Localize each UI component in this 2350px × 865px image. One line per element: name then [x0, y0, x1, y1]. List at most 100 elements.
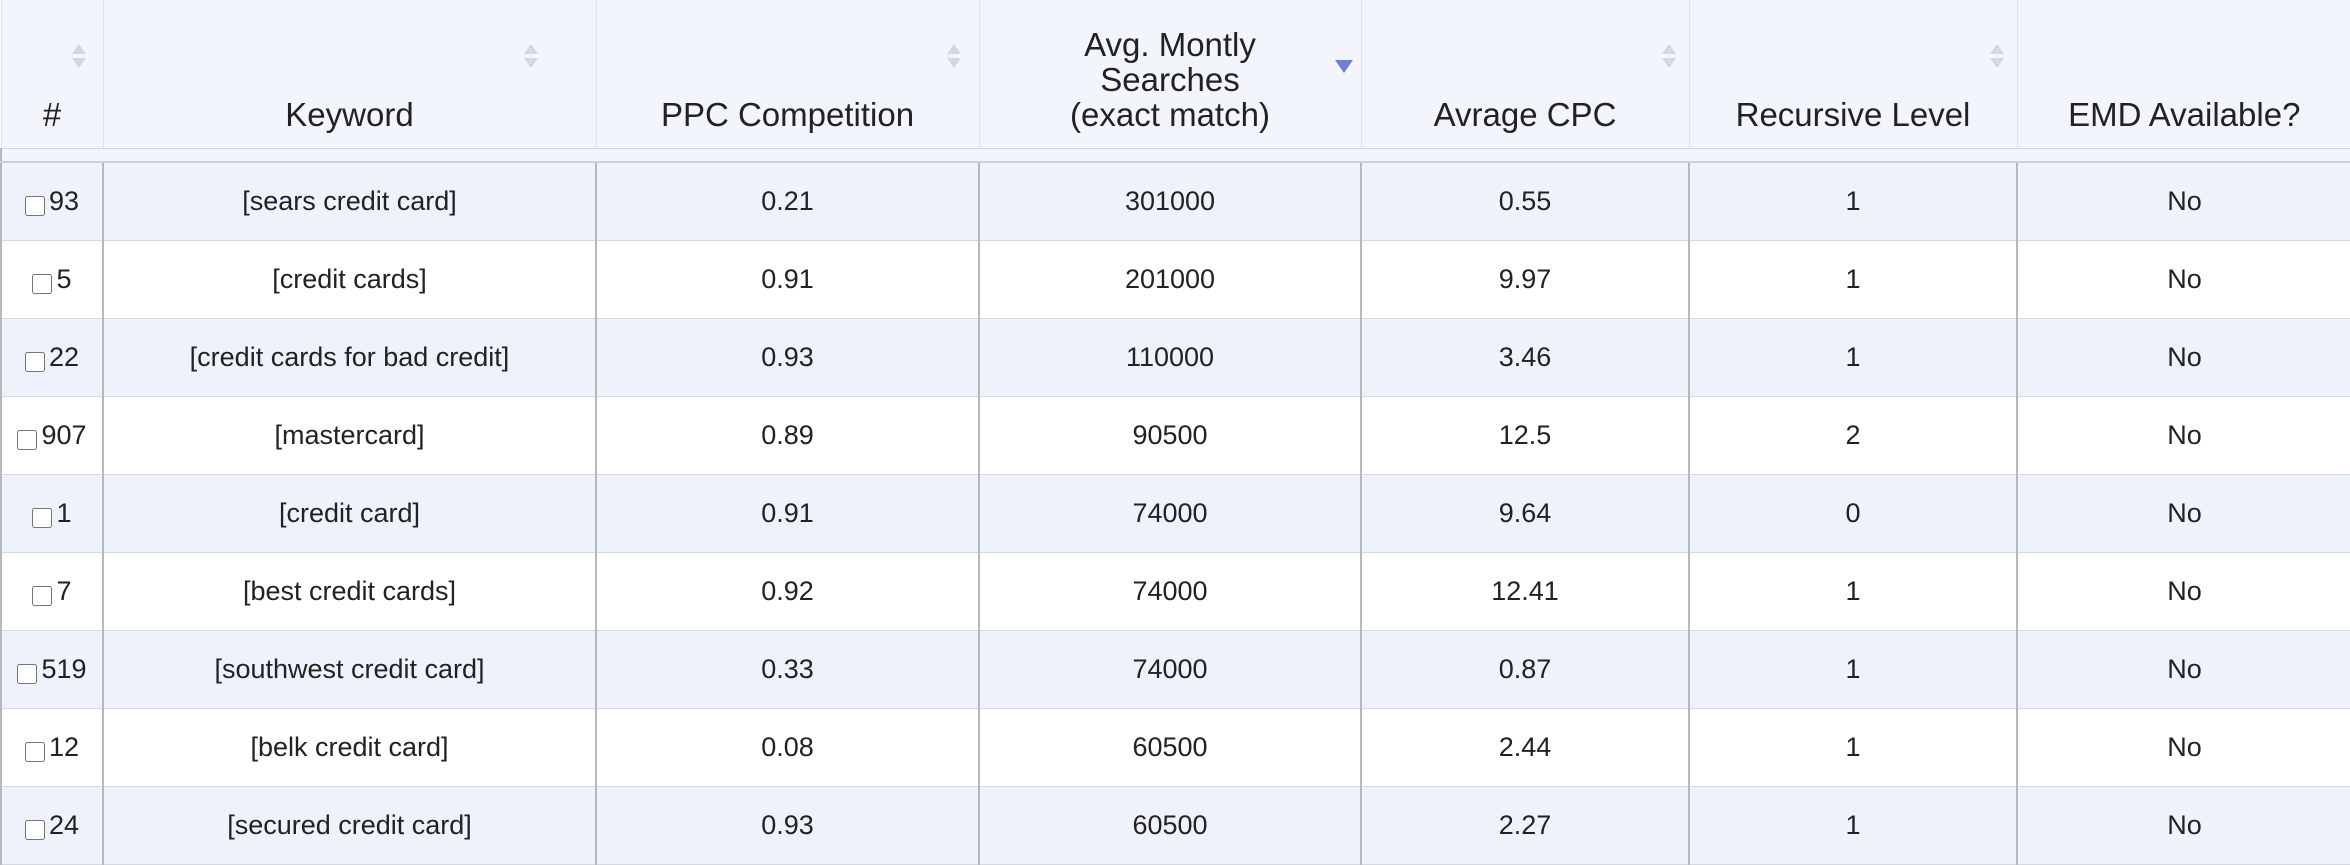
cell-text: 60500: [1132, 732, 1207, 762]
sort-icon[interactable]: [947, 44, 961, 76]
spacer-cell: [1, 149, 2350, 163]
table-cell: 0.92: [596, 553, 979, 631]
table-cell: [credit cards]: [103, 241, 596, 319]
row-number: 93: [49, 186, 79, 216]
table-cell: [belk credit card]: [103, 709, 596, 787]
cell-text: 1: [1845, 732, 1860, 762]
cell-text: [secured credit card]: [227, 810, 472, 840]
table-cell: No: [2017, 709, 2350, 787]
table-cell: No: [2017, 475, 2350, 553]
column-header[interactable]: EMD Available?: [2017, 0, 2350, 149]
table-cell: 0.91: [596, 475, 979, 553]
column-header[interactable]: #: [1, 0, 103, 149]
header-text: Avg. Montly: [980, 27, 1361, 62]
table-cell: 0.33: [596, 631, 979, 709]
cell-text: 1: [1845, 264, 1860, 294]
table-cell: 74000: [979, 631, 1361, 709]
sort-icon[interactable]: [1990, 44, 2004, 76]
row-checkbox[interactable]: [32, 586, 52, 606]
row-checkbox[interactable]: [25, 196, 45, 216]
table-cell: 1: [1689, 553, 2017, 631]
table-cell: 0.89: [596, 397, 979, 475]
row-checkbox[interactable]: [25, 820, 45, 840]
row-number: 22: [49, 342, 79, 372]
table-cell: [secured credit card]: [103, 787, 596, 865]
table-cell: [credit card]: [103, 475, 596, 553]
sort-icon[interactable]: [524, 44, 538, 76]
cell-text: 90500: [1132, 420, 1207, 450]
row-number: 24: [49, 810, 79, 840]
table-cell: 24: [1, 787, 103, 865]
column-header[interactable]: Avrage CPC: [1361, 0, 1689, 149]
cell-text: [best credit cards]: [243, 576, 456, 606]
sort-icon[interactable]: [72, 44, 86, 76]
table-cell: 0.87: [1361, 631, 1689, 709]
header-text: Avrage CPC: [1362, 97, 1689, 132]
cell-text: 74000: [1132, 498, 1207, 528]
header-spacer: [1, 149, 2350, 163]
cell-text: 201000: [1125, 264, 1215, 294]
row-checkbox[interactable]: [32, 274, 52, 294]
cell-text: 301000: [1125, 186, 1215, 216]
table-cell: 90500: [979, 397, 1361, 475]
cell-text: No: [2167, 732, 2202, 762]
cell-text: No: [2167, 264, 2202, 294]
cell-text: 60500: [1132, 810, 1207, 840]
table-cell: 0.91: [596, 241, 979, 319]
header-text: EMD Available?: [2018, 97, 2350, 132]
cell-text: 0.89: [761, 420, 814, 450]
table-cell: 301000: [979, 162, 1361, 241]
table-cell: 1: [1, 475, 103, 553]
table-cell: 1: [1689, 787, 2017, 865]
cell-text: [credit cards for bad credit]: [190, 342, 510, 372]
table-cell: 0.08: [596, 709, 979, 787]
sort-icon[interactable]: [1662, 44, 1676, 76]
table-cell: 12: [1, 709, 103, 787]
table-cell: 519: [1, 631, 103, 709]
row-checkbox[interactable]: [17, 664, 37, 684]
cell-text: [mastercard]: [274, 420, 424, 450]
cell-text: [sears credit card]: [242, 186, 457, 216]
cell-text: 1: [1845, 576, 1860, 606]
header-text: Recursive Level: [1690, 97, 2017, 132]
cell-text: [credit card]: [279, 498, 420, 528]
row-checkbox[interactable]: [25, 352, 45, 372]
cell-text: 9.97: [1499, 264, 1552, 294]
table-cell: 1: [1689, 631, 2017, 709]
table-cell: 93: [1, 162, 103, 241]
table-cell: 0.55: [1361, 162, 1689, 241]
table-cell: No: [2017, 631, 2350, 709]
table-cell: [sears credit card]: [103, 162, 596, 241]
column-header[interactable]: PPC Competition: [596, 0, 979, 149]
table-cell: 60500: [979, 787, 1361, 865]
header-text: Keyword: [104, 97, 596, 132]
cell-text: 1: [1845, 186, 1860, 216]
table-cell: 201000: [979, 241, 1361, 319]
table-cell: 74000: [979, 553, 1361, 631]
table-cell: 907: [1, 397, 103, 475]
cell-text: 74000: [1132, 654, 1207, 684]
cell-text: 0.08: [761, 732, 814, 762]
row-checkbox[interactable]: [25, 742, 45, 762]
cell-text: 1: [1845, 810, 1860, 840]
cell-text: No: [2167, 498, 2202, 528]
table-cell: [credit cards for bad credit]: [103, 319, 596, 397]
cell-text: 0.33: [761, 654, 814, 684]
sort-icon[interactable]: [1335, 44, 1349, 76]
cell-text: 1: [1845, 342, 1860, 372]
row-checkbox[interactable]: [32, 508, 52, 528]
column-header[interactable]: Recursive Level: [1689, 0, 2017, 149]
column-header[interactable]: Keyword: [103, 0, 596, 149]
cell-text: 3.46: [1499, 342, 1552, 372]
cell-text: [credit cards]: [272, 264, 427, 294]
cell-text: 1: [1845, 654, 1860, 684]
row-checkbox[interactable]: [17, 430, 37, 450]
table-cell: 2: [1689, 397, 2017, 475]
cell-text: 0.87: [1499, 654, 1552, 684]
